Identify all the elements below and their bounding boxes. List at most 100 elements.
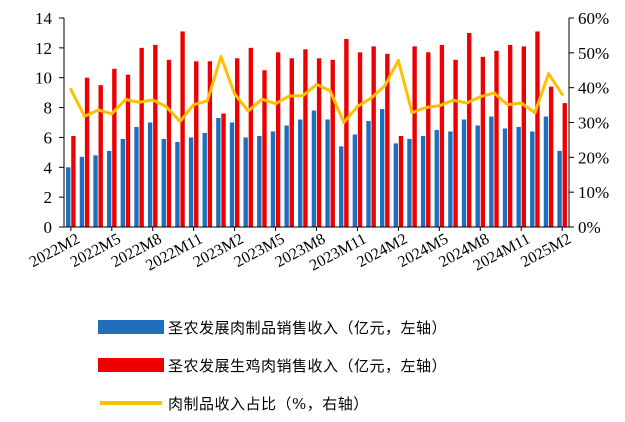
left-tick-label: 10	[35, 69, 52, 88]
bar-raw-chicken	[467, 32, 472, 228]
bar-meat-products	[557, 150, 562, 227]
bar-meat-products	[543, 116, 549, 227]
bar-meat-products	[147, 122, 153, 227]
bar-raw-chicken	[344, 38, 349, 228]
bar-meat-products	[516, 126, 521, 227]
bar-raw-chicken	[207, 61, 213, 227]
bar-raw-chicken	[303, 49, 308, 227]
bar-meat-products	[352, 134, 358, 227]
point-share	[219, 55, 223, 59]
bar-raw-chicken	[562, 103, 567, 227]
bar-raw-chicken	[385, 53, 390, 227]
right-tick-label: 10%	[578, 183, 609, 202]
bar-raw-chicken	[71, 135, 76, 227]
bar-raw-chicken	[166, 59, 172, 227]
point-share	[424, 106, 428, 110]
bar-meat-products	[325, 119, 330, 227]
legend: 圣农发展肉制品销售收入（亿元，左轴） 圣农发展生鸡肉销售收入（亿元，左轴） 肉制…	[98, 308, 447, 422]
bar-raw-chicken	[494, 50, 499, 228]
point-share	[492, 91, 496, 95]
point-share	[178, 119, 182, 123]
point-share	[383, 84, 387, 88]
bar-raw-chicken	[412, 46, 417, 227]
bar-meat-products	[216, 118, 221, 227]
bar-meat-products	[393, 143, 398, 227]
bar-meat-products	[134, 126, 139, 227]
bar-meat-products	[270, 131, 276, 227]
bar-raw-chicken	[221, 113, 226, 227]
point-share	[82, 114, 86, 118]
point-share	[547, 72, 551, 76]
bar-meat-products	[379, 109, 385, 227]
legend-label-share: 肉制品收入占比（%，右轴）	[168, 394, 369, 413]
bar-meat-products	[530, 131, 535, 227]
bar-raw-chicken	[262, 70, 267, 227]
legend-item-share: 肉制品收入占比（%，右轴）	[98, 384, 447, 422]
bar-meat-products	[107, 150, 112, 227]
bar-meat-products	[120, 138, 126, 227]
axes-layer	[59, 17, 574, 231]
bar-meat-products	[229, 122, 235, 227]
point-share	[96, 108, 100, 112]
bar-meat-products	[434, 129, 439, 227]
bar-raw-chicken	[153, 44, 158, 228]
point-share	[137, 100, 141, 104]
right-tick-label: 40%	[578, 79, 609, 98]
bar-raw-chicken	[548, 86, 554, 227]
left-tick-label: 8	[44, 99, 53, 118]
bar-meat-products	[407, 138, 412, 227]
left-tick-label: 14	[35, 9, 53, 28]
bar-raw-chicken	[521, 46, 526, 227]
bar-raw-chicken	[98, 85, 103, 228]
bar-raw-chicken	[535, 31, 540, 227]
bar-meat-products	[175, 141, 180, 227]
point-share	[396, 59, 400, 62]
point-share	[410, 111, 414, 115]
bar-raw-chicken	[125, 74, 131, 227]
right-tick-label: 60%	[578, 9, 609, 28]
left-tick-label: 6	[44, 128, 53, 147]
point-share	[451, 98, 455, 102]
bar-meat-products	[461, 119, 467, 227]
bar-meat-products	[93, 155, 98, 227]
line-layer	[69, 55, 564, 124]
left-tick-label: 2	[44, 188, 53, 207]
point-share	[369, 96, 373, 100]
point-share	[69, 87, 73, 91]
bar-meat-products	[298, 119, 303, 227]
legend-swatch-share	[100, 401, 162, 405]
point-share	[478, 95, 482, 99]
point-share	[315, 83, 318, 87]
point-share	[465, 101, 469, 105]
bar-meat-products	[202, 132, 207, 227]
point-share	[151, 98, 155, 102]
bar-meat-products	[188, 137, 194, 227]
bar-meat-products	[339, 146, 344, 227]
bar-meat-products	[475, 125, 480, 227]
chart: 024681012140%10%20%30%40%50%60%2022M2202…	[27, 9, 609, 274]
bar-meat-products	[311, 110, 317, 227]
bar-meat-products	[79, 156, 85, 227]
point-share	[274, 102, 278, 106]
point-share	[533, 111, 537, 115]
point-share	[560, 92, 564, 96]
point-share	[246, 109, 250, 113]
bar-meat-products	[66, 167, 71, 227]
bar-raw-chicken	[275, 52, 281, 228]
point-share	[506, 103, 510, 107]
legend-swatch-raw-chicken	[98, 358, 164, 372]
point-share	[519, 101, 523, 105]
point-share	[328, 89, 332, 93]
point-share	[437, 104, 441, 108]
bar-meat-products	[420, 135, 426, 227]
bar-raw-chicken	[330, 59, 335, 227]
right-tick-label: 0%	[578, 218, 601, 237]
point-share	[192, 103, 196, 107]
bar-raw-chicken	[235, 58, 240, 228]
point-share	[233, 92, 237, 96]
bar-raw-chicken	[426, 52, 431, 228]
legend-label-raw-chicken: 圣农发展生鸡肉销售收入（亿元，左轴）	[168, 356, 448, 375]
right-tick-label: 30%	[578, 114, 609, 133]
left-tick-label: 12	[35, 39, 52, 58]
bar-raw-chicken	[248, 47, 254, 227]
